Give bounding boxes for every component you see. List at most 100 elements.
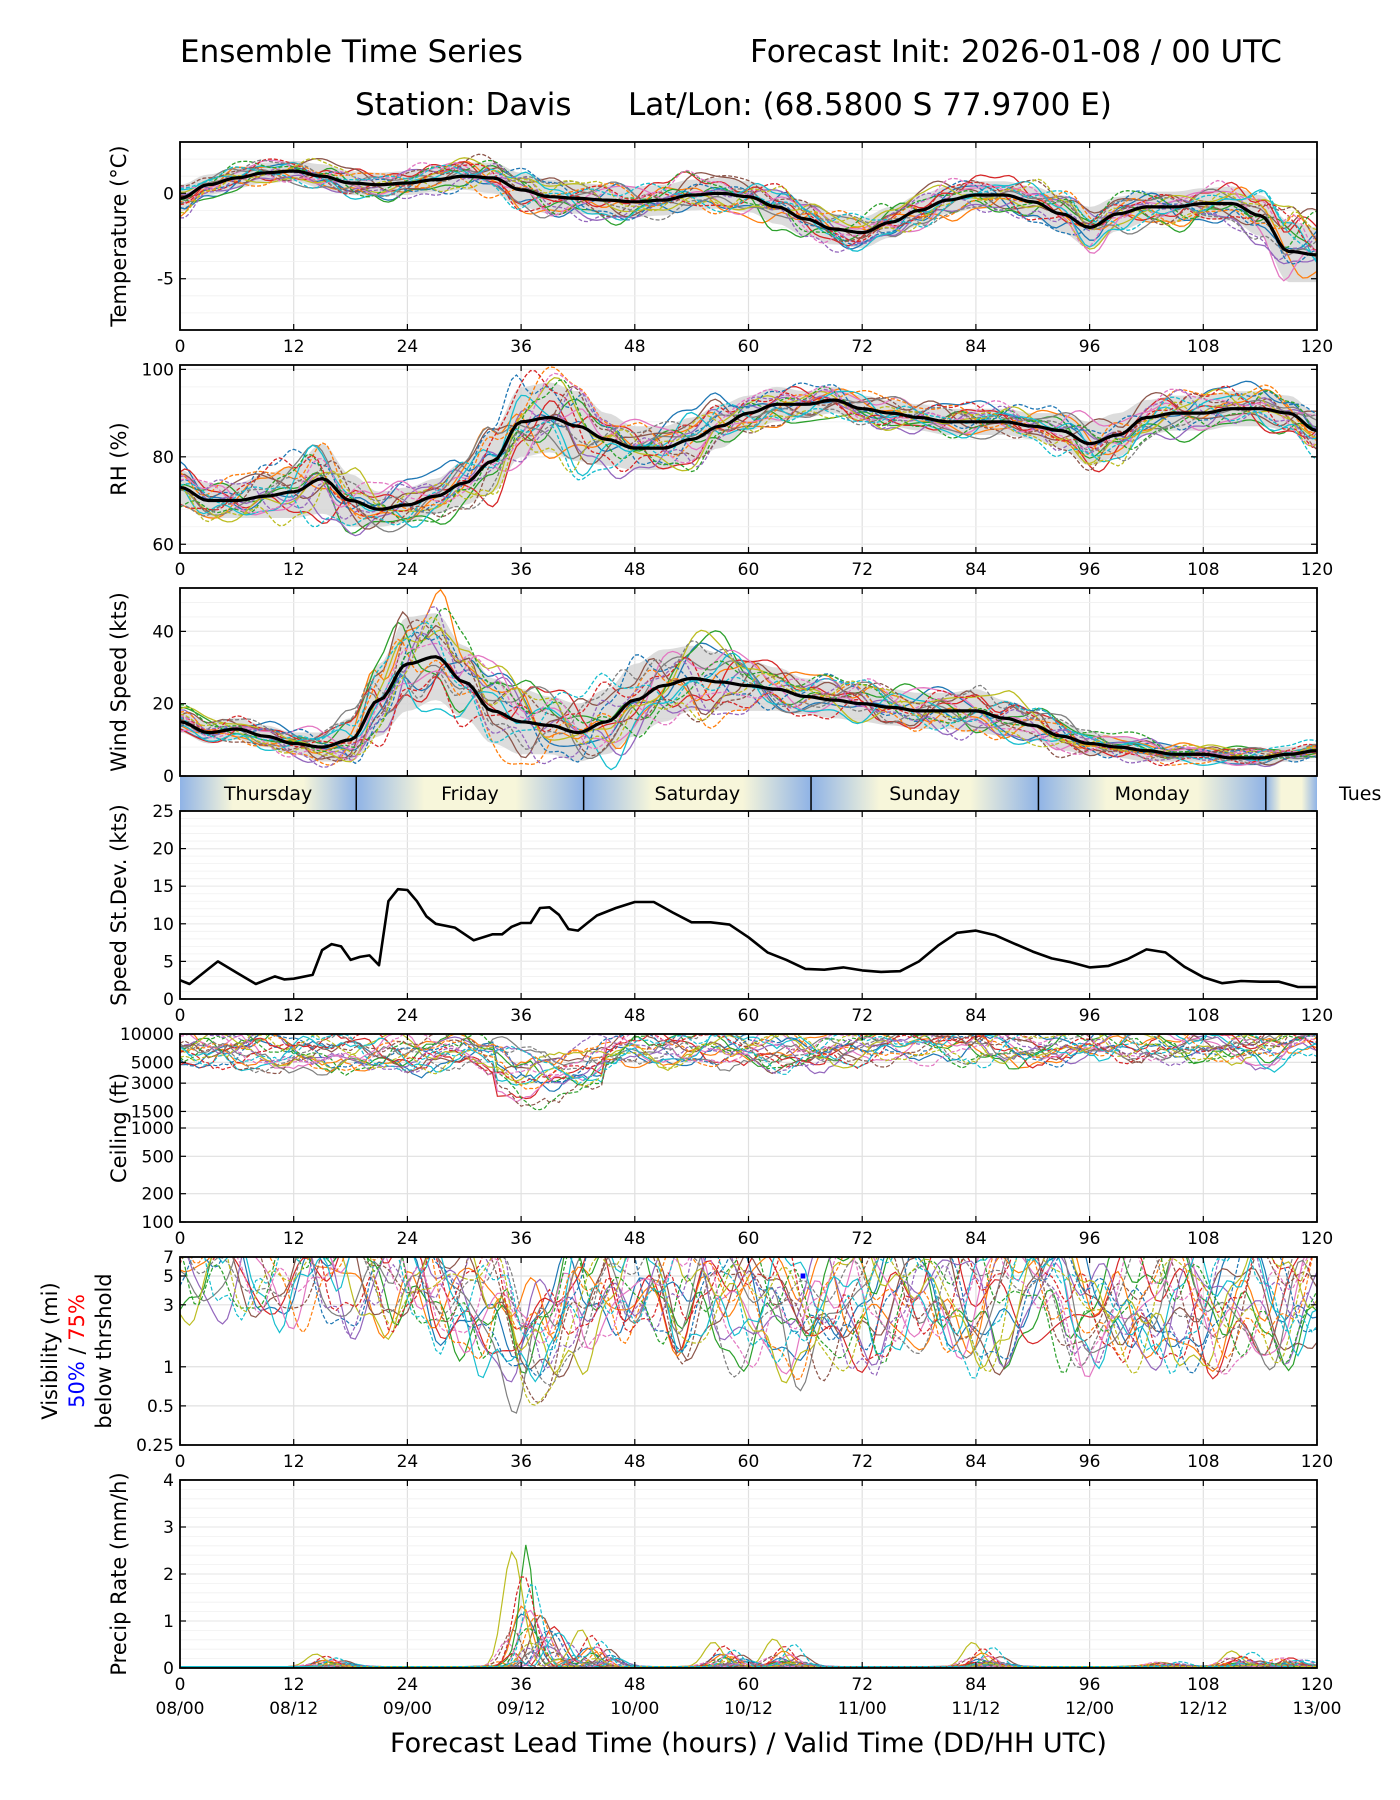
xtick-label-rh: 24 [397, 560, 419, 580]
member-line-rh [180, 396, 1317, 528]
xtick-label-speed_stdev: 108 [1187, 1006, 1219, 1026]
xtick-label-rh: 108 [1187, 560, 1219, 580]
xtick-label-temperature: 60 [738, 337, 760, 357]
day-label: Tues [1338, 783, 1381, 805]
plot-rh [180, 366, 1317, 537]
member-line-ceiling [180, 1034, 1317, 1076]
member-line-rh [180, 391, 1317, 527]
xtick-label-visibility: 60 [738, 1452, 760, 1472]
ytick-label-temperature: -5 [157, 270, 174, 290]
ytick-label-speed_stdev: 5 [163, 952, 174, 972]
vis-sep-label: / [65, 1341, 89, 1361]
member-line-visibility [260, 1257, 1317, 1404]
ylabel-text-wind_speed: Wind Speed (kts) [107, 592, 131, 772]
xtick-label-visibility: 120 [1301, 1452, 1333, 1472]
mean-line-wind_speed [180, 655, 1317, 760]
valid-time-label: 12/12 [1179, 1699, 1228, 1719]
day-segment [1038, 776, 1266, 811]
ytick-label-ceiling: 100 [142, 1213, 174, 1233]
x-axis-title: Forecast Lead Time (hours) / Valid Time … [390, 1728, 1107, 1759]
member-line-temperature [180, 164, 1317, 262]
ytick-label-precip: 3 [163, 1518, 174, 1538]
xtick-label-temperature: 120 [1301, 337, 1333, 357]
xtick-label-temperature: 0 [175, 337, 186, 357]
title-left: Ensemble Time Series [180, 34, 523, 70]
day-segment [356, 776, 584, 811]
xtick-label-speed_stdev: 36 [510, 1006, 532, 1026]
ytick-label-wind_speed: 20 [152, 695, 174, 715]
plot-visibility [180, 1257, 1317, 1414]
member-line-wind_speed [180, 605, 1317, 768]
xtick-label-ceiling: 120 [1301, 1229, 1333, 1249]
member-line-visibility [180, 1257, 1317, 1384]
xtick-label-visibility: 84 [965, 1452, 987, 1472]
ytick-label-visibility: 7 [163, 1248, 174, 1268]
ylabel-wind_speed: Wind Speed (kts) [107, 592, 131, 772]
member-line-wind_speed [180, 638, 1317, 766]
member-line-ceiling [180, 1034, 1317, 1090]
valid-time-label: 11/12 [951, 1699, 1000, 1719]
member-line-temperature [180, 159, 1317, 282]
day-label: Thursday [223, 783, 312, 805]
xtick-label-visibility: 108 [1187, 1452, 1219, 1472]
xtick-label-ceiling: 36 [510, 1229, 532, 1249]
vis-ylabel-line2: 50% / 75% [65, 1294, 89, 1408]
xtick-label-ceiling: 84 [965, 1229, 987, 1249]
vis-75pct-label: 75% [65, 1294, 89, 1341]
frames-layer [179, 141, 1318, 1669]
member-line-temperature [180, 153, 1317, 243]
xtick-label-temperature: 108 [1187, 337, 1219, 357]
ylabel-text-speed_stdev: Speed St.Dev. (kts) [107, 804, 131, 1006]
xtick-label-visibility: 48 [624, 1452, 646, 1472]
ylabel-rh: RH (%) [107, 422, 131, 495]
ylabel-ceiling: Ceiling (ft) [107, 1073, 131, 1183]
xtick-label-rh: 84 [965, 560, 987, 580]
mean-line-rh [180, 398, 1317, 511]
day-label: Friday [441, 783, 499, 805]
station-label: Station: Davis [355, 87, 572, 123]
member-line-visibility [232, 1257, 1317, 1378]
day-segment [583, 776, 812, 811]
xtick-label-precip: 84 [965, 1675, 987, 1695]
xtick-label-rh: 12 [283, 560, 305, 580]
ytick-label-visibility: 0.25 [136, 1436, 174, 1456]
ytick-label-visibility: 5 [163, 1267, 174, 1287]
member-line-rh [180, 386, 1317, 520]
valid-time-label: 09/00 [383, 1699, 432, 1719]
day-segment [180, 776, 357, 811]
xtick-label-rh: 72 [851, 560, 873, 580]
member-line-visibility [180, 1257, 1313, 1364]
valid-time-label: 08/12 [269, 1699, 318, 1719]
xtick-label-speed_stdev: 60 [738, 1006, 760, 1026]
vis-ylabel-line1: Visibility (mi) [38, 1282, 62, 1419]
ytick-label-ceiling: 1500 [131, 1102, 174, 1122]
xtick-label-ceiling: 48 [624, 1229, 646, 1249]
member-line-temperature [180, 159, 1317, 249]
valid-time-label: 12/00 [1065, 1699, 1114, 1719]
ytick-label-wind_speed: 0 [163, 767, 174, 787]
xtick-label-ceiling: 72 [851, 1229, 873, 1249]
vis-ylabel-line3: below thrshold [92, 1273, 116, 1428]
ylabel-text-rh: RH (%) [107, 422, 131, 495]
xtick-label-speed_stdev: 12 [283, 1006, 305, 1026]
mean-line-temperature [180, 169, 1317, 257]
day-label: Saturday [655, 783, 741, 805]
member-line-wind_speed [180, 642, 1317, 762]
ytick-label-precip: 4 [163, 1471, 174, 1491]
ytick-label-wind_speed: 40 [152, 622, 174, 642]
member-line-ceiling [180, 1034, 1317, 1075]
member-line-visibility [180, 1257, 1317, 1374]
xtick-label-speed_stdev: 96 [1079, 1006, 1101, 1026]
member-line-wind_speed [180, 621, 1317, 759]
member-line-visibility [204, 1257, 1317, 1379]
valid-time-label: 08/00 [156, 1699, 205, 1719]
member-line-rh [180, 390, 1317, 528]
xtick-label-speed_stdev: 120 [1301, 1006, 1333, 1026]
member-line-visibility [189, 1257, 1314, 1381]
ytick-label-speed_stdev: 15 [152, 877, 174, 897]
vis-50pct-label: 50% [65, 1361, 89, 1408]
member-line-temperature [180, 164, 1317, 243]
member-line-visibility [180, 1257, 1284, 1373]
xtick-label-temperature: 72 [851, 337, 873, 357]
xtick-label-ceiling: 60 [738, 1229, 760, 1249]
